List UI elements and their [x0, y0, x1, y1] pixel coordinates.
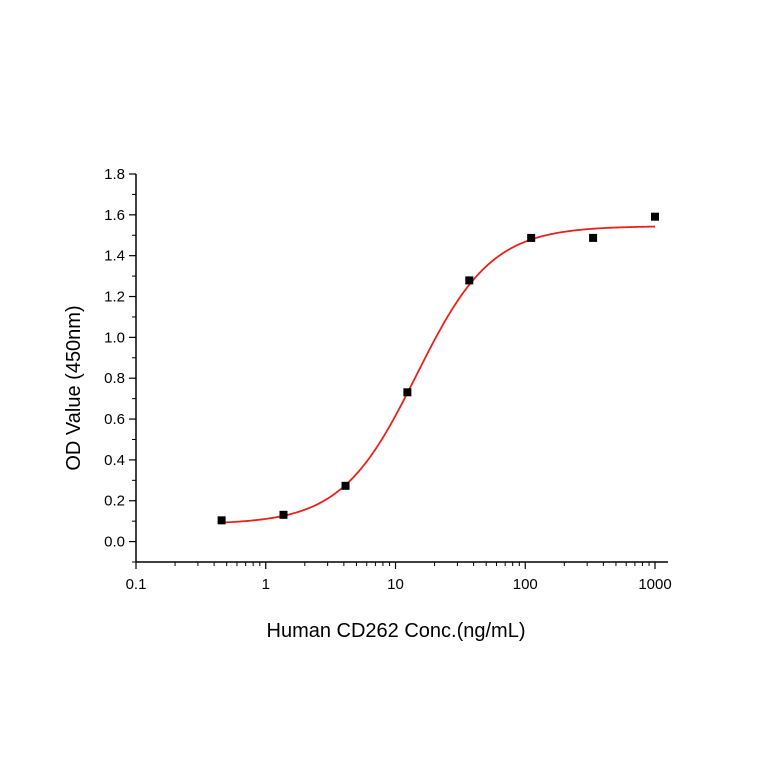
fit-curve — [221, 225, 656, 524]
y-axis-title: OD Value (450nm) — [63, 305, 85, 470]
y-tick-label: 1.0 — [104, 329, 125, 346]
y-tick-label: 1.2 — [104, 289, 125, 306]
x-axis-title: Human CD262 Conc.(ng/mL) — [267, 620, 526, 642]
data-point — [341, 481, 350, 490]
data-points — [217, 212, 659, 525]
y-tick-label: 0.4 — [104, 452, 125, 469]
y-tick-label: 0.2 — [104, 493, 125, 510]
y-tick-label: 0.6 — [104, 411, 125, 428]
plot-frame — [135, 174, 668, 563]
x-tick-label: 10 — [387, 576, 404, 593]
data-point — [651, 212, 659, 221]
x-tick-label: 100 — [513, 576, 538, 593]
data-point — [465, 276, 474, 285]
y-axis-ticks: 0.0 0.2 0.4 0.6 0.8 1.0 1.2 1.4 1.6 1.8 — [104, 166, 136, 563]
y-tick-label: 1.8 — [104, 166, 125, 183]
data-point — [217, 516, 226, 525]
data-point — [279, 510, 288, 519]
y-tick-label: 0.8 — [104, 370, 125, 387]
y-tick-label: 0.0 — [104, 534, 125, 551]
x-tick-label: 0.1 — [126, 576, 147, 593]
x-axis-ticks: 0.1 1 10 100 1000 — [126, 562, 672, 593]
y-tick-label: 1.6 — [104, 207, 125, 224]
data-point — [403, 388, 412, 397]
data-point — [527, 233, 536, 242]
x-tick-label: 1000 — [638, 576, 671, 593]
y-tick-label: 1.4 — [104, 248, 125, 265]
x-tick-label: 1 — [262, 576, 270, 593]
data-point — [589, 233, 598, 242]
